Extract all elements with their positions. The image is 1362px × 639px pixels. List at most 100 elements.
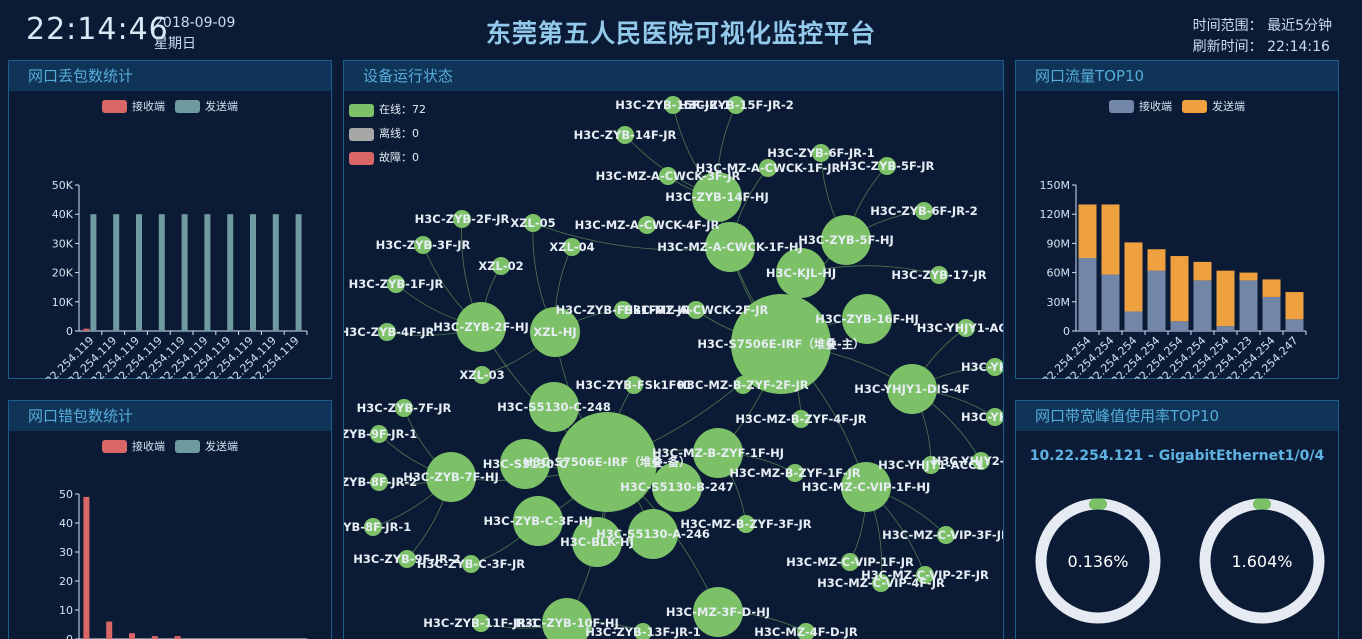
bar [1101, 274, 1120, 331]
bar [106, 621, 113, 639]
y-tick-label: 20 [59, 575, 73, 588]
device-node [370, 425, 388, 443]
device-label: H3C-ZYB-1F-JR [349, 277, 444, 291]
legend-item-send[interactable]: 发送端 [175, 98, 238, 114]
bar [1147, 270, 1166, 331]
device-node [492, 257, 510, 275]
device-label: H3C-MZ-C-VIP-1F-JR [786, 555, 914, 569]
device-node [922, 456, 940, 474]
device-node [398, 550, 416, 568]
bar [181, 214, 188, 331]
device-label: H3C-BLK-HJ [560, 535, 634, 549]
device-node [378, 323, 396, 341]
device-label: H3C-ZYB-9F-JR-2 [353, 552, 461, 566]
device-node [542, 598, 592, 639]
device-label: H3C-MZ-B-ZYF-2F-JR [677, 378, 808, 392]
device-label: H3C-S7506E-IRF（堆叠-备） [523, 455, 690, 469]
device-node [563, 238, 581, 256]
device-node [530, 307, 580, 357]
legend-item-send[interactable]: 发送端 [1182, 98, 1245, 114]
time-range[interactable]: 时间范围： 最近5分钟 [1192, 18, 1332, 34]
device-label: H3C-ZYB-6F-JR-2 [870, 204, 978, 218]
device-node [370, 473, 388, 491]
device-node [821, 215, 871, 265]
y-tick-label: 90M [1047, 237, 1071, 250]
bar [1078, 258, 1097, 331]
bandwidth-top10-panel: 网口带宽峰值使用率TOP10 10.22.254.121 - GigabitEt… [1015, 400, 1339, 639]
legend-item-send[interactable]: 发送端 [175, 438, 238, 454]
bar [272, 214, 279, 331]
bar [1193, 261, 1212, 281]
y-tick-label: 40 [59, 517, 73, 530]
device-label: H3C-MZ-B-ZYF-3F-JR [680, 517, 811, 531]
bar [136, 214, 142, 331]
device-node [426, 452, 476, 502]
bar [1216, 326, 1235, 331]
bar [1239, 280, 1258, 331]
bar [1147, 249, 1166, 271]
panel-title: 网口带宽峰值使用率TOP10 [1016, 401, 1338, 431]
device-node [462, 555, 480, 573]
device-node [792, 410, 810, 428]
device-node [664, 96, 682, 114]
device-node [472, 614, 490, 632]
device-label: H3C-S5130-C-248 [497, 400, 611, 414]
bar [83, 328, 90, 331]
device-label: H3C-S5130-C [483, 457, 568, 471]
device-label: H3C-ZYB-FSk1F01 [576, 378, 693, 392]
bar [1124, 311, 1143, 331]
packet-error-chart: 0 10 20 30 40 50 [59, 488, 307, 639]
y-tick-label: 10K [52, 296, 74, 309]
chart-legend: 接收端 发送端 [9, 98, 331, 114]
device-label: H3C-ZYB-10F-HJ [515, 616, 619, 630]
device-node [841, 462, 891, 512]
device-node [878, 157, 896, 175]
device-node [842, 294, 892, 344]
legend-item-receive[interactable]: 接收端 [102, 438, 165, 454]
bar [1170, 321, 1189, 331]
device-label: H3C-ZYB-17-JR [891, 268, 986, 282]
y-tick-label: 30K [52, 237, 74, 250]
device-label: H3C-KJL-HJ [766, 266, 836, 280]
device-node [693, 428, 743, 478]
device-label: ZYB-8F-JR-2 [344, 475, 417, 489]
device-node [692, 172, 742, 222]
device-label: H3C-YHJY1 [961, 360, 1004, 374]
network-topology[interactable]: H3C-S7506E-IRF（堆叠-主） H3C-S7506E-IRF（堆叠-备）… [344, 61, 1004, 639]
device-label: H3C-MZ-3F-D-HJ [666, 605, 770, 619]
traffic-top10-panel: 网口流量TOP10 接收端 发送端 0 30M 60M 90M 120M 150M 10.2… [1015, 60, 1339, 379]
device-node [557, 412, 657, 512]
device-label: H3C-ZYB-C-3F-HJ [484, 514, 593, 528]
device-label: H3C-ZYB-3F-JR [376, 238, 471, 252]
device-node [634, 623, 652, 639]
legend-item-receive[interactable]: 接收端 [1109, 98, 1172, 114]
device-node [915, 202, 933, 220]
device-label: H3C-YHJY2-ACC [932, 454, 1004, 468]
bar [1239, 272, 1258, 281]
y-tick-label: 150M [1040, 179, 1071, 192]
device-node [693, 587, 743, 637]
device-node [841, 553, 859, 571]
device-node [614, 301, 632, 319]
weekday: 星期日 [154, 36, 196, 52]
device-node [572, 517, 622, 567]
legend-item-receive[interactable]: 接收端 [102, 98, 165, 114]
legend-item-online[interactable]: 在线：72 [349, 98, 426, 122]
device-label: H3C-ZYB-14F-HJ [665, 190, 769, 204]
y-tick-label: 0 [1063, 325, 1070, 338]
y-tick-label: 50 [59, 488, 73, 501]
y-tick-label: 10 [59, 604, 73, 617]
device-node [395, 399, 413, 417]
device-label: H3C-MZ-C-VIP-4F-JR [817, 576, 945, 590]
bar [1262, 296, 1281, 331]
bar [1101, 204, 1120, 275]
legend-item-offline[interactable]: 离线：0 [349, 122, 426, 146]
bar [151, 636, 158, 639]
legend-item-fault[interactable]: 故障：0 [349, 146, 426, 170]
device-label: H3C-MZ-4F-D-JR [754, 625, 858, 639]
device-node [727, 96, 745, 114]
device-label: H3C-ZYB-4F-JR [344, 325, 435, 339]
device-node [737, 515, 755, 533]
device-node [731, 294, 831, 394]
device-node [872, 574, 890, 592]
